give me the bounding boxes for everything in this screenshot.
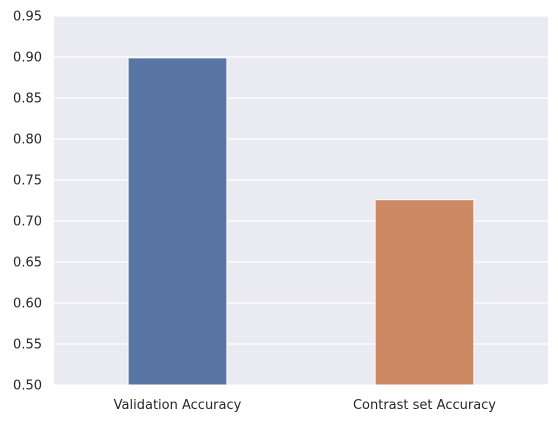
y-tick-label: 0.50 (13, 379, 42, 394)
x-tick-label: Contrast set Accuracy (353, 398, 496, 413)
y-tick-label: 0.60 (13, 297, 42, 312)
y-tick-label: 0.80 (13, 133, 42, 148)
y-tick-label: 0.55 (13, 338, 42, 353)
bars (127, 57, 475, 386)
y-tick-label: 0.75 (13, 174, 42, 189)
bar (374, 199, 475, 386)
y-axis-ticks: 0.50 0.55 0.60 0.65 0.70 0.75 0.80 0.85 0.90 0.95 (13, 10, 42, 394)
x-tick-label: Validation Accuracy (114, 398, 242, 413)
y-tick-label: 0.95 (13, 10, 42, 25)
y-tick-label: 0.85 (13, 92, 42, 107)
y-tick-label: 0.65 (13, 256, 42, 271)
x-axis-ticks: Validation Accuracy Contrast set Accuracy (114, 398, 497, 413)
y-tick-label: 0.70 (13, 215, 42, 230)
y-tick-label: 0.90 (13, 51, 42, 66)
bar (127, 57, 228, 386)
